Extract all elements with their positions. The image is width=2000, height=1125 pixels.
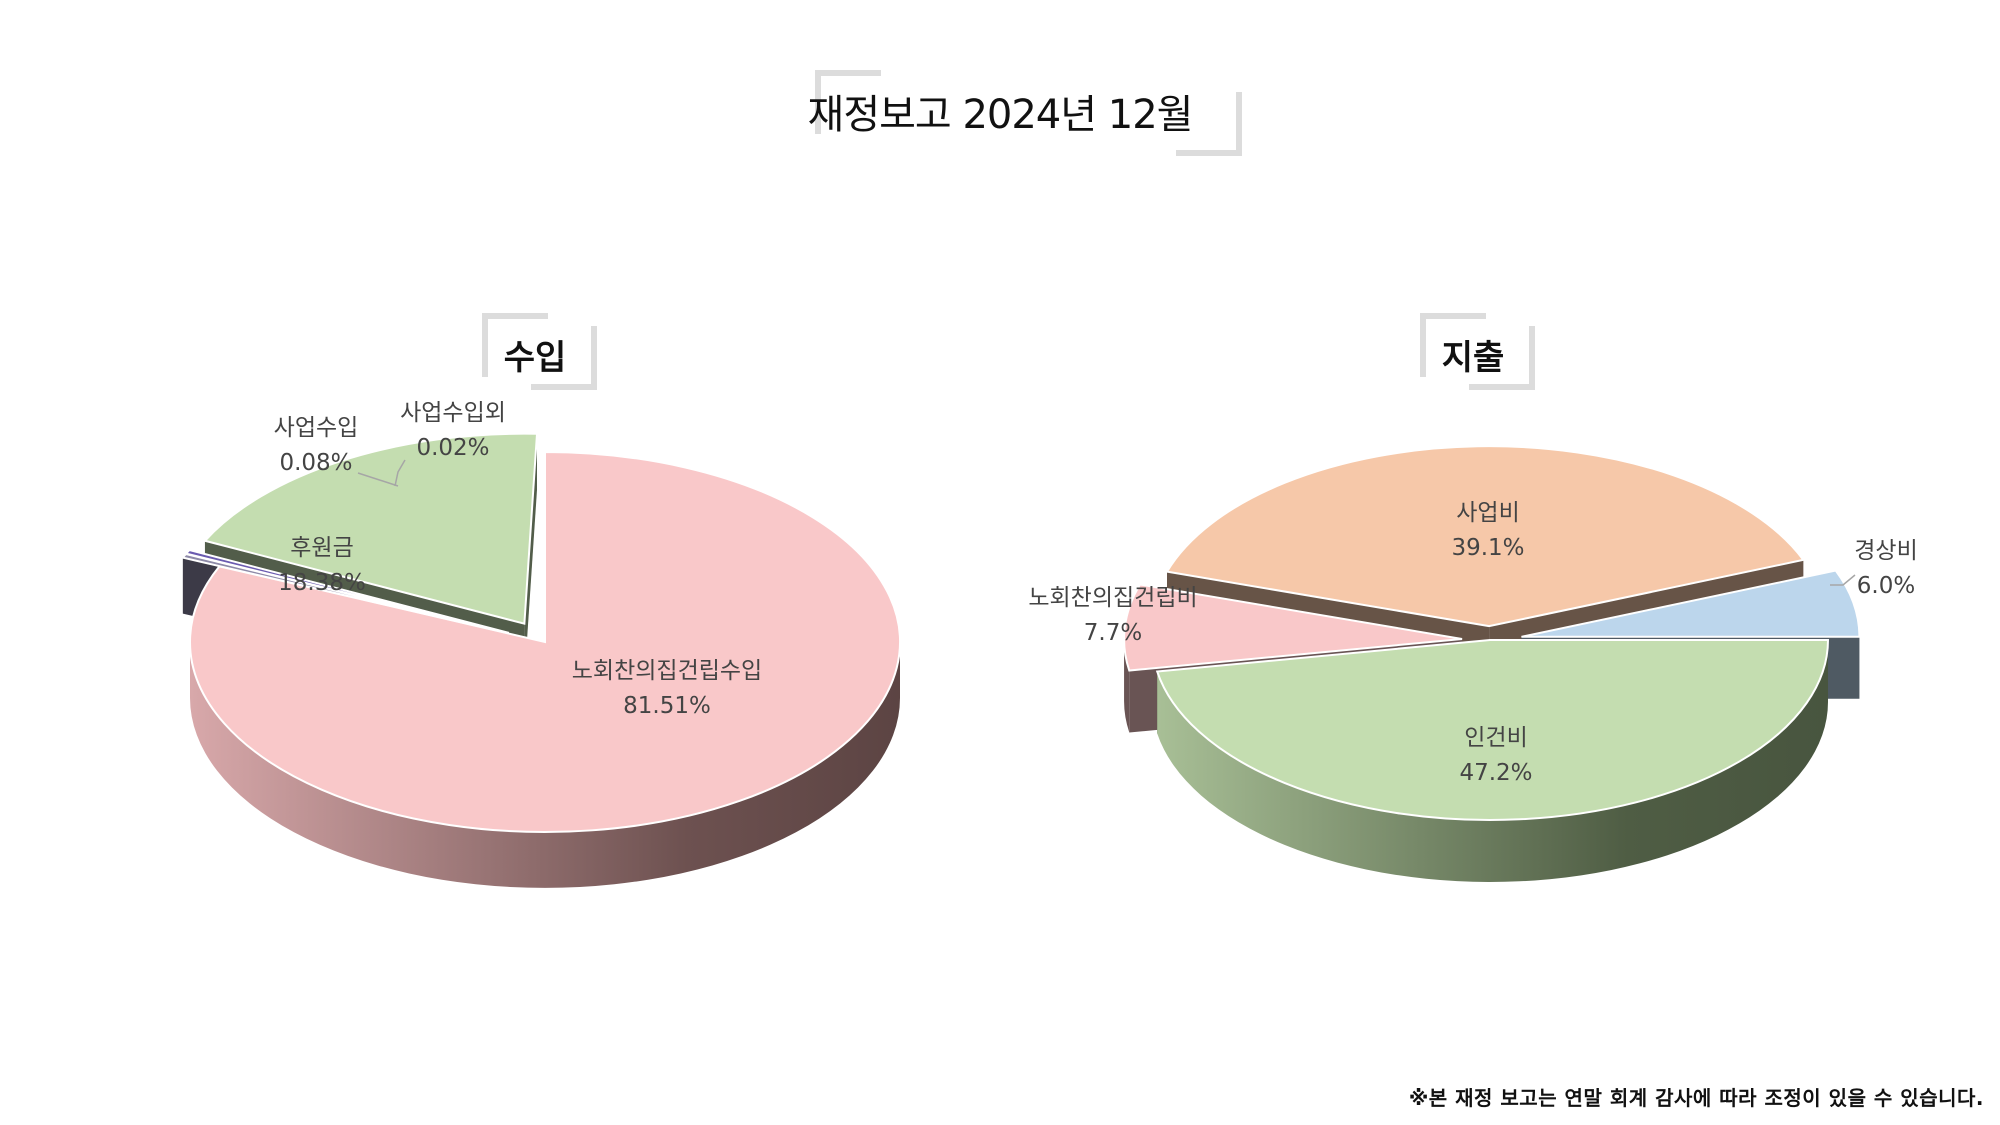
pie-slice — [1521, 569, 1861, 638]
pie-slice — [184, 548, 510, 634]
slice-label: 후원금 — [290, 535, 353, 561]
expense-pie: 인건비 47.2% 노회찬의집건립비 7.7% 사업비 39.1% 경상비 6.0% — [1028, 445, 1918, 882]
page-title: 재정보고 2024년 12월 — [807, 92, 1194, 138]
slice-value-label: 39.1% — [1451, 535, 1524, 561]
slice-label: 사업수입 — [274, 415, 359, 441]
slice-value-label: 47.2% — [1459, 760, 1532, 786]
pie-slice — [1155, 639, 1830, 821]
frame-corner — [1469, 326, 1535, 390]
frame-corner — [531, 326, 597, 390]
frame-corner — [1176, 92, 1242, 156]
pie-slice-side — [1157, 640, 1828, 882]
slice-label: 경상비 — [1854, 538, 1917, 564]
leader-line — [394, 459, 406, 487]
frame-corner — [1420, 313, 1486, 377]
pie-slice — [1123, 583, 1463, 672]
slice-value-label: 81.51% — [623, 693, 711, 719]
pie-slice — [189, 450, 901, 833]
slice-label: 사업수입외 — [400, 400, 506, 426]
slice-label: 인건비 — [1464, 725, 1527, 751]
slice-label: 노회찬의집건립비 — [1028, 585, 1197, 611]
slice-value-label: 18.38% — [278, 570, 366, 596]
frame-corner — [482, 313, 548, 377]
slice-value-label: 6.0% — [1857, 573, 1915, 599]
slice-value-label: 7.7% — [1084, 620, 1142, 646]
slice-label: 노회찬의집건립수입 — [572, 658, 762, 684]
slice-value-label: 0.08% — [279, 450, 352, 476]
income-pie: 노회찬의집건립수입 81.51% 사업수입 0.08% 사업수입외 0.02% 후원금 18.… — [181, 400, 901, 888]
slice-label: 사업비 — [1456, 500, 1519, 526]
pie-slice-side — [1124, 639, 1130, 733]
frame-corner — [815, 70, 881, 134]
pie-slice — [1165, 445, 1806, 628]
pie-slice-side — [190, 642, 900, 888]
pie-slice — [203, 432, 539, 625]
footnote: ※본 재정 보고는 연말 회계 감사에 따라 조정이 있을 수 있습니다. — [1408, 1086, 1984, 1110]
slice-value-label: 0.02% — [416, 435, 489, 461]
leader-line — [1830, 574, 1856, 586]
leader-line — [357, 472, 399, 487]
expense-chart-title: 지출 — [1441, 338, 1505, 378]
income-chart-title: 수입 — [503, 338, 567, 378]
